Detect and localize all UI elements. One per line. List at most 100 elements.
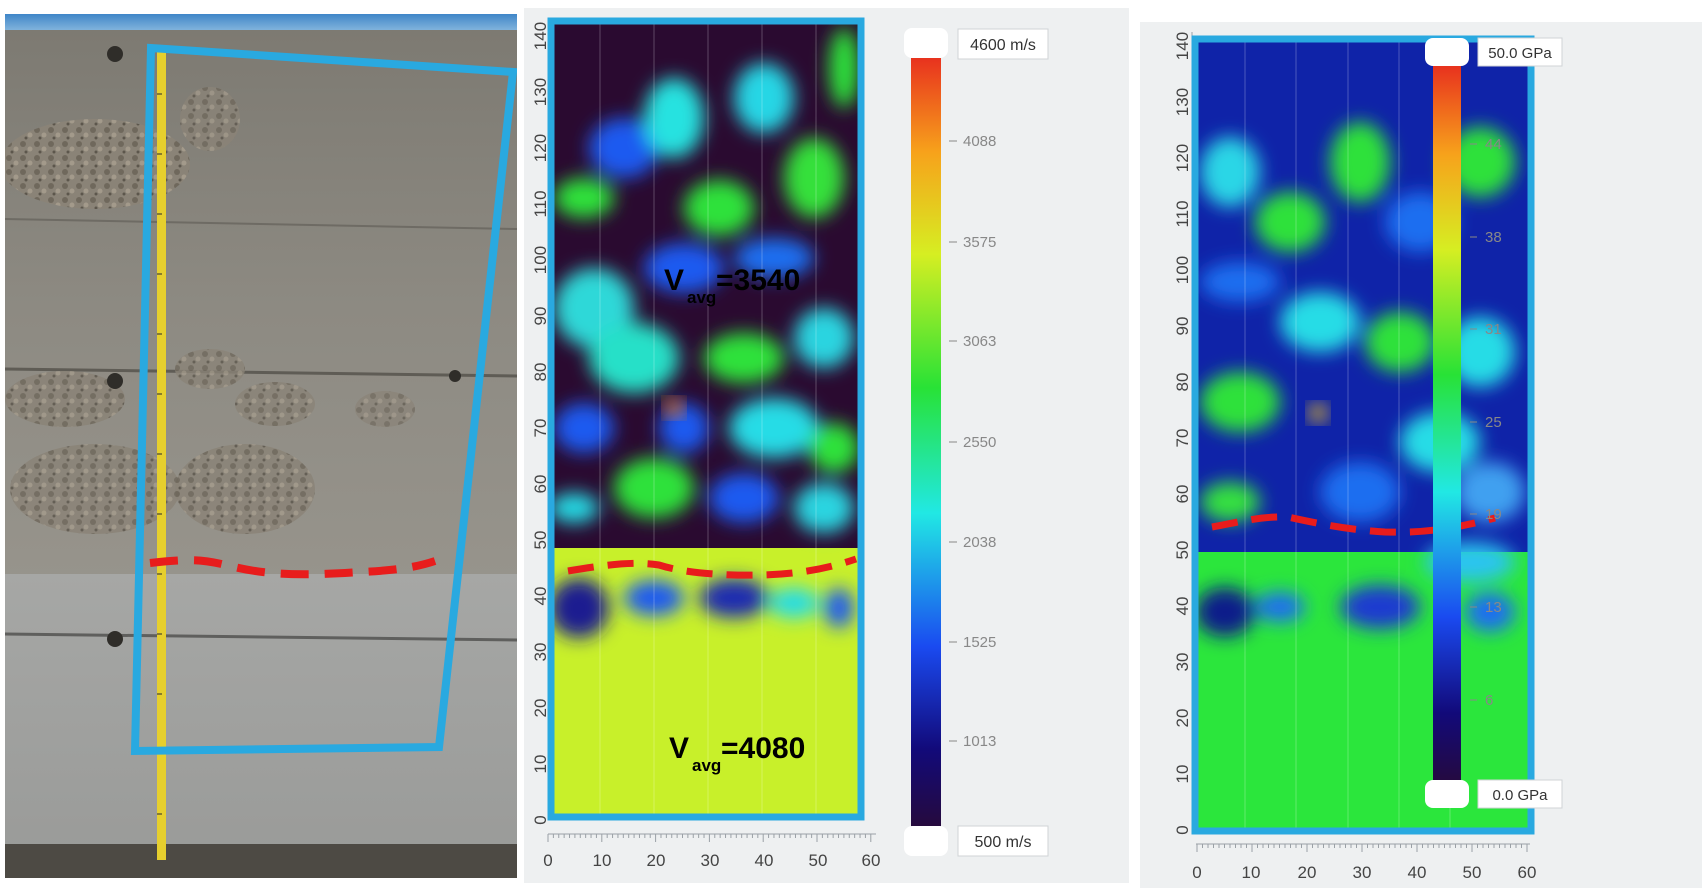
concrete-wall-photo xyxy=(5,14,517,878)
colorbar-max-label: 4600 m/s xyxy=(970,37,1036,54)
colorbar-tick: 44 xyxy=(1485,136,1502,153)
avg-velocity-lower-annotation: V avg =4080 xyxy=(669,732,805,775)
y-tick-label: 60 xyxy=(531,475,550,494)
x-tick-label: 30 xyxy=(701,851,720,870)
y-tick-label: 40 xyxy=(1173,597,1192,616)
x-tick-label: 0 xyxy=(1192,863,1201,882)
velocity-tomogram-panel: 0 10 20 30 40 50 60 70 80 90 100 110 120… xyxy=(524,8,1129,883)
colorbar-tick: 1525 xyxy=(963,634,996,651)
y-tick-label: 80 xyxy=(531,363,550,382)
tie-hole xyxy=(107,631,123,647)
photo-svg xyxy=(5,14,517,878)
annotation-v: V xyxy=(664,264,684,297)
y-tick-label: 10 xyxy=(531,755,550,774)
honeycomb-patch xyxy=(10,444,180,534)
honeycomb-patch xyxy=(175,349,245,389)
modulus-heatmap xyxy=(1191,35,1535,835)
colorbar-tick: 13 xyxy=(1485,599,1502,616)
tie-hole xyxy=(107,46,123,62)
modulus-tomogram-svg: 0 10 20 30 40 50 60 70 80 90 100 110 120… xyxy=(1173,32,1563,882)
ground xyxy=(5,844,517,878)
colorbar-min-label: 0.0 GPa xyxy=(1492,787,1548,804)
heatmap-frame xyxy=(1191,35,1535,835)
colorbar-tick: 31 xyxy=(1485,321,1502,338)
y-tick-label: 10 xyxy=(1173,765,1192,784)
wall-lower-section xyxy=(5,574,517,856)
y-tick-label: 50 xyxy=(1173,541,1192,560)
y-tick-label: 140 xyxy=(1173,32,1192,60)
annotation-value: =3540 xyxy=(716,264,800,297)
y-tick-label: 30 xyxy=(531,643,550,662)
colorbar-min-label: 500 m/s xyxy=(975,834,1032,851)
annotation-sub: avg xyxy=(687,288,716,307)
honeycomb-patch xyxy=(5,371,125,427)
colorbar-tick: 2038 xyxy=(963,534,996,551)
y-tick-label: 100 xyxy=(531,246,550,274)
annotation-sub: avg xyxy=(692,756,721,775)
y-tick-label: 80 xyxy=(1173,373,1192,392)
x-tick-label: 60 xyxy=(1518,863,1537,882)
x-tick-label: 20 xyxy=(647,851,666,870)
colorbar-tick: 38 xyxy=(1485,229,1502,246)
x-tick-label: 40 xyxy=(1408,863,1427,882)
velocity-tomogram-svg: 0 10 20 30 40 50 60 70 80 90 100 110 120… xyxy=(531,17,1049,870)
colorbar-min-handle[interactable] xyxy=(904,826,948,856)
interface-dashed-line xyxy=(567,555,858,579)
y-tick-label: 0 xyxy=(531,815,550,824)
y-tick-label: 70 xyxy=(1173,429,1192,448)
y-tick-label: 140 xyxy=(531,22,550,50)
colorbar-tick: 1013 xyxy=(963,733,996,750)
y-tick-label: 130 xyxy=(531,78,550,106)
modulus-colorbar-drawn: 50.0 GPa 0.0 GPa 44 38 31 25 19 13 6 xyxy=(1425,37,1563,809)
y-tick-label: 120 xyxy=(531,134,550,162)
avg-velocity-upper-annotation: V avg =3540 xyxy=(664,264,800,307)
x-tick-label: 40 xyxy=(755,851,774,870)
heatmap-frame xyxy=(547,17,865,821)
colorbar-max-handle[interactable] xyxy=(904,28,948,58)
y-tick-label: 60 xyxy=(1173,485,1192,504)
scan-area-outline xyxy=(130,43,517,756)
y-tick-label: 120 xyxy=(1173,144,1192,172)
colorbar-tick: 2550 xyxy=(963,434,996,451)
x-tick-label: 60 xyxy=(862,851,881,870)
colorbar-tick: 4088 xyxy=(963,133,996,150)
honeycomb-patch xyxy=(355,391,415,427)
x-tick-label: 10 xyxy=(1242,863,1261,882)
y-tick-label: 40 xyxy=(531,587,550,606)
honeycomb-patch xyxy=(5,119,190,209)
honeycomb-patch xyxy=(235,382,315,426)
x-tick-label: 0 xyxy=(543,851,552,870)
y-tick-label: 90 xyxy=(531,307,550,326)
y-tick-label: 20 xyxy=(531,699,550,718)
honeycomb-patch xyxy=(180,87,240,151)
honeycomb-patch xyxy=(175,444,315,534)
interface-dashed-line xyxy=(149,556,437,579)
y-tick-label: 70 xyxy=(531,419,550,438)
measuring-tape xyxy=(157,50,166,860)
colorbar-min-handle[interactable] xyxy=(1425,780,1469,808)
colorbar-tick: 19 xyxy=(1485,506,1502,523)
x-tick-label: 20 xyxy=(1298,863,1317,882)
colorbar-max-label: 50.0 GPa xyxy=(1488,45,1552,62)
x-tick-label: 50 xyxy=(1463,863,1482,882)
x-tick-label: 10 xyxy=(593,851,612,870)
y-tick-label: 30 xyxy=(1173,653,1192,672)
y-tick-label: 50 xyxy=(531,531,550,550)
y-tick-label: 20 xyxy=(1173,709,1192,728)
tie-hole xyxy=(107,373,123,389)
colorbar-max-handle[interactable] xyxy=(1425,38,1469,66)
annotation-value: =4080 xyxy=(721,732,805,765)
y-tick-label: 110 xyxy=(531,190,550,217)
colorbar-tick: 3063 xyxy=(963,333,996,350)
y-tick-label: 100 xyxy=(1173,256,1192,284)
colorbar-tick: 6 xyxy=(1485,692,1493,709)
colorbar-tick: 3575 xyxy=(963,234,996,251)
annotation-v: V xyxy=(669,732,689,765)
x-tick-label: 50 xyxy=(809,851,828,870)
velocity-colorbar: 4600 m/s 500 m/s 4088 3575 3063 2550 203… xyxy=(904,28,1049,857)
y-tick-label: 0 xyxy=(1173,825,1192,834)
interface-dashed-line xyxy=(1211,513,1496,536)
y-tick-label: 110 xyxy=(1173,200,1192,227)
y-tick-label: 90 xyxy=(1173,317,1192,336)
y-tick-label: 130 xyxy=(1173,88,1192,116)
